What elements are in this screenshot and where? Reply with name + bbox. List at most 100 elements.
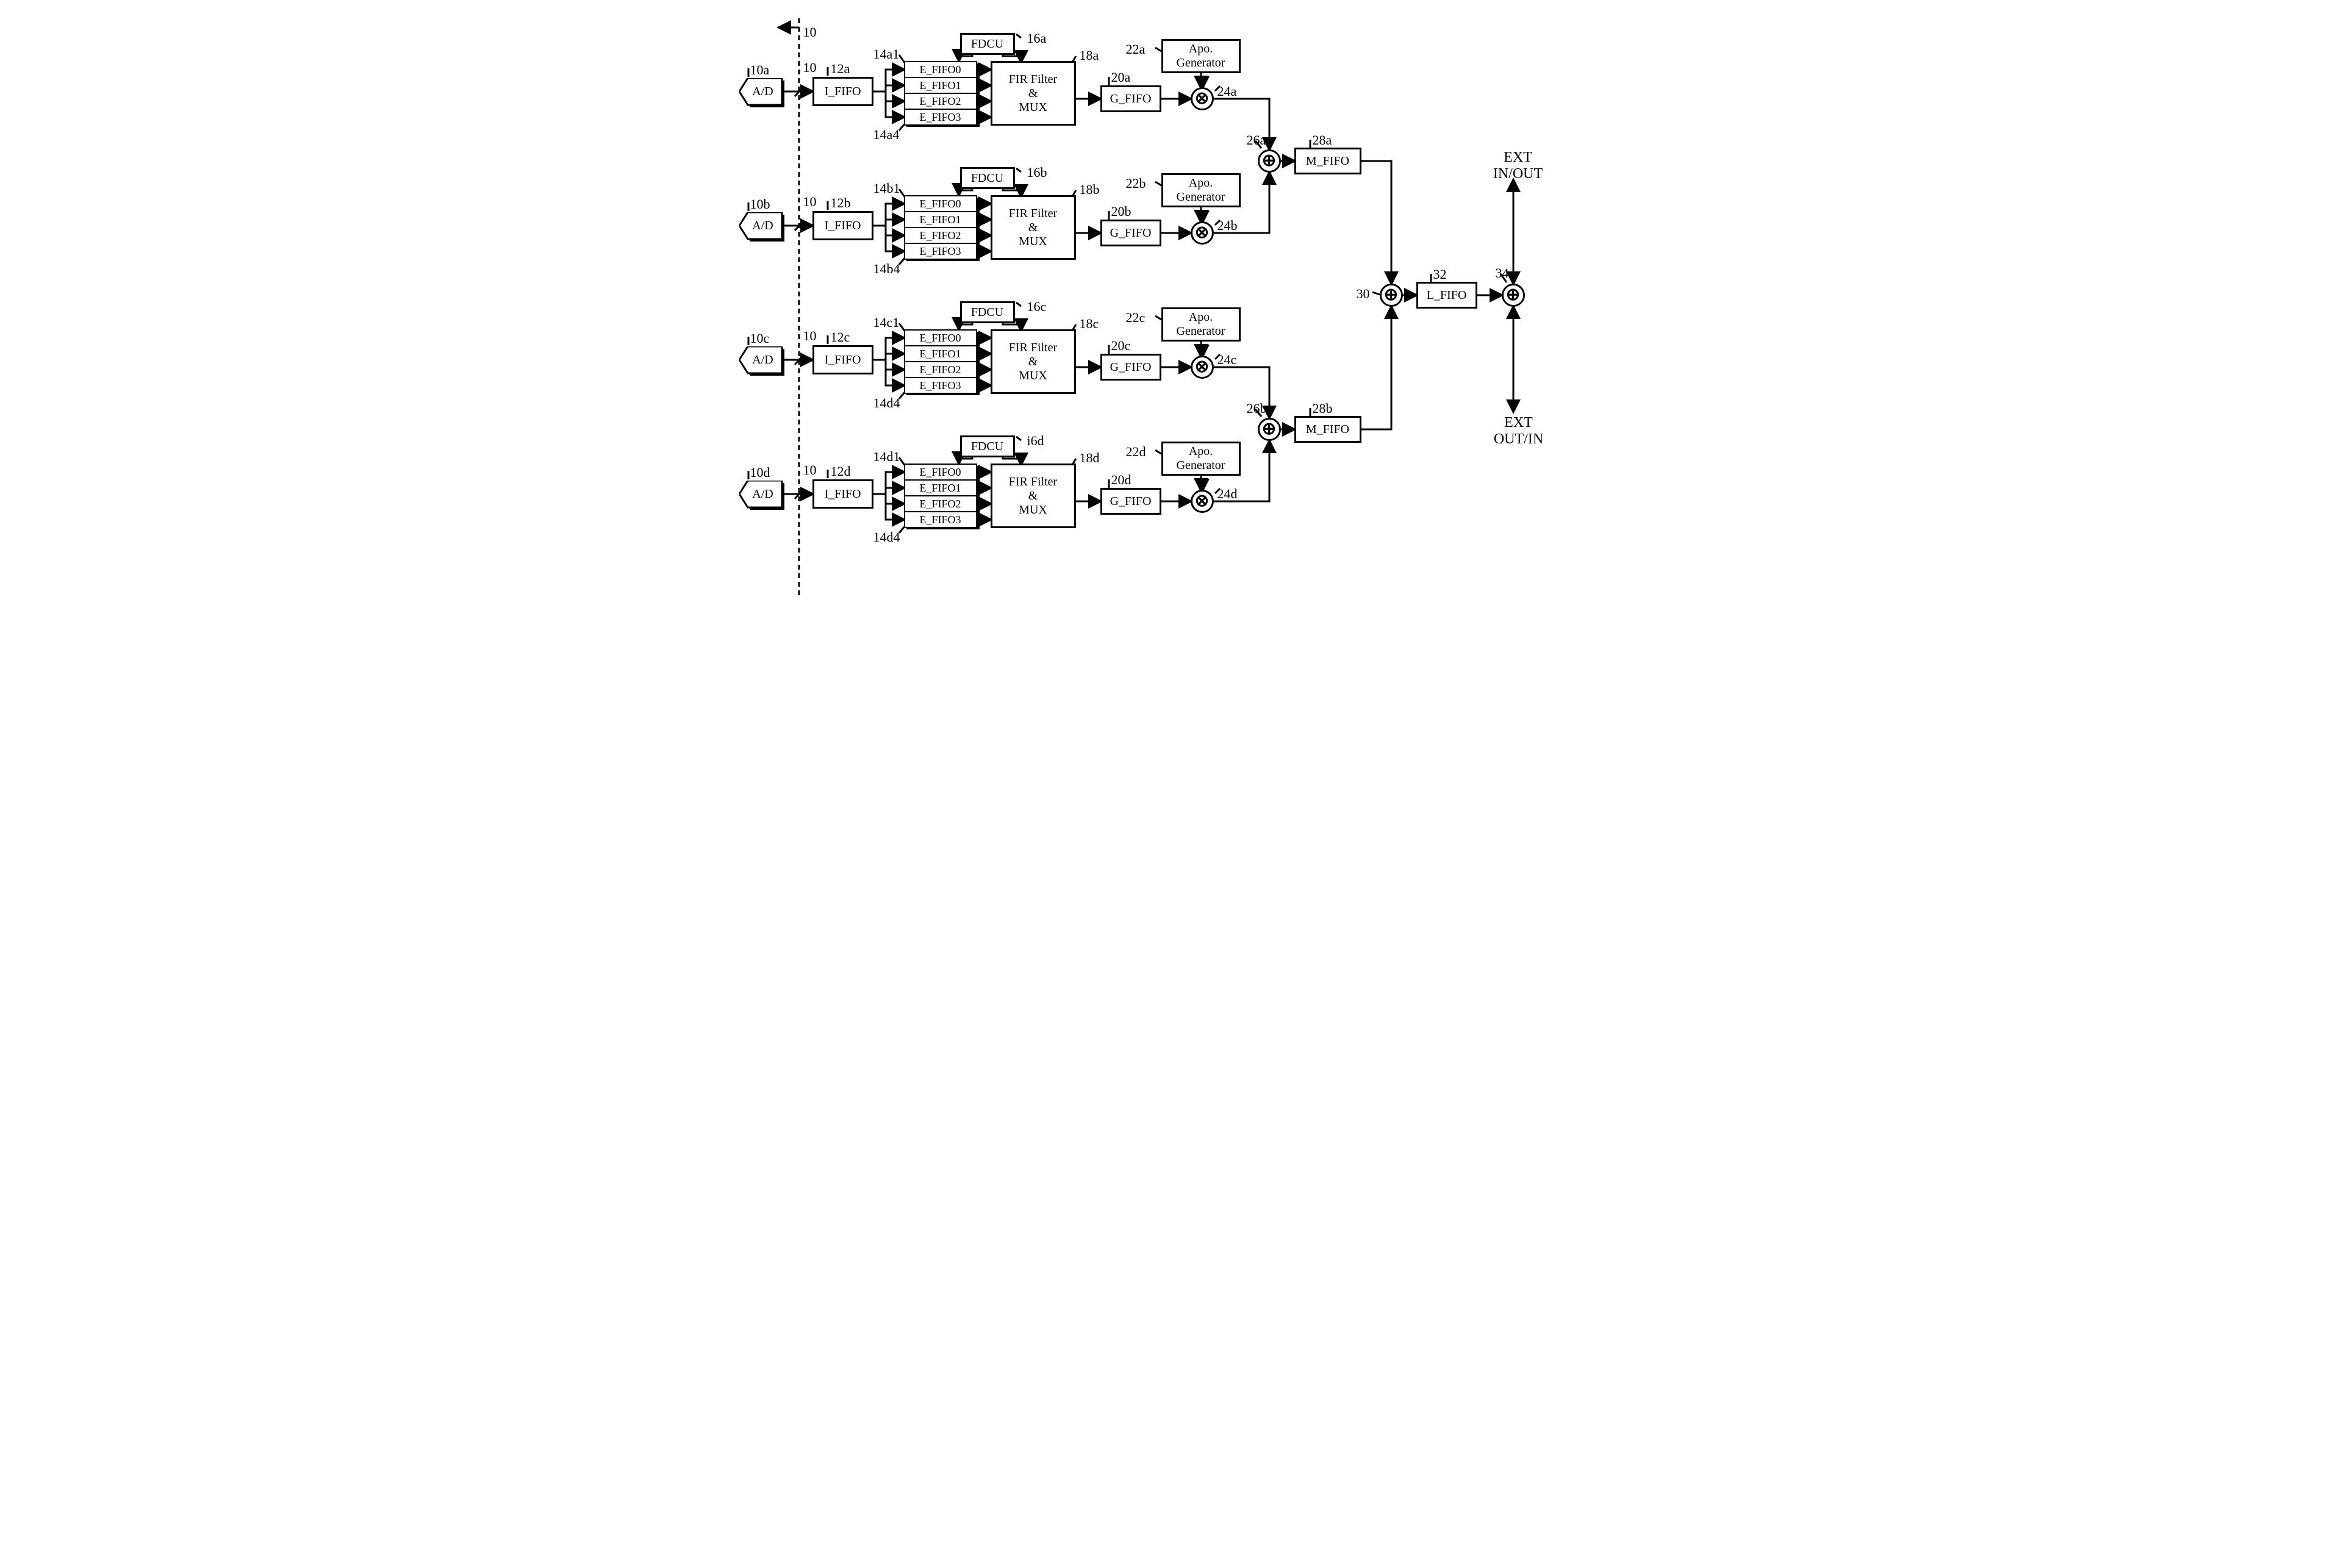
i-fifo: I_FIFO [812, 479, 873, 509]
fdcu: FDCU [960, 435, 1015, 457]
ref-label: 10 [803, 194, 817, 210]
i-fifo: I_FIFO [812, 345, 873, 374]
ref-label: 22c [1126, 310, 1146, 326]
multiplier: ⊗ [1191, 221, 1214, 245]
ref-label: 24c [1217, 352, 1237, 368]
ref-label: 32 [1433, 267, 1447, 282]
apo-gen: Apo. Generator [1161, 173, 1241, 207]
m-fifo: M_FIFO [1294, 148, 1361, 174]
ad-block: A/D [739, 78, 782, 105]
fdcu: FDCU [960, 301, 1015, 323]
ref-label: 14d4 [873, 395, 900, 411]
ref-label: 26a [1247, 132, 1266, 148]
ref-label: 14b4 [873, 261, 900, 277]
e-fifo-cell: E_FIFO3 [904, 377, 977, 394]
ref-label: 24d [1217, 486, 1238, 502]
ref-label: 28a [1313, 132, 1332, 148]
g-fifo: G_FIFO [1100, 220, 1161, 246]
ref-label: 22a [1126, 41, 1146, 57]
fir-mux: FIR Filter & MUX [991, 195, 1076, 260]
ref-label: 28b [1313, 401, 1333, 417]
e-fifo-cell: E_FIFO2 [904, 495, 977, 512]
g-fifo: G_FIFO [1100, 354, 1161, 381]
e-fifo-cell: E_FIFO2 [904, 361, 977, 378]
ref-label: 14c1 [873, 315, 900, 331]
ref-label: 22b [1126, 176, 1146, 192]
e-fifo-cell: E_FIFO3 [904, 109, 977, 126]
fir-mux: FIR Filter & MUX [991, 329, 1076, 394]
ref-label: 24b [1217, 218, 1238, 234]
e-fifo-cell: E_FIFO3 [904, 243, 977, 260]
sum-all: ⊕ [1380, 284, 1403, 307]
g-fifo: G_FIFO [1100, 488, 1161, 515]
ref-label: 18c [1080, 316, 1099, 332]
e-fifo-cell: E_FIFO0 [904, 329, 977, 346]
e-fifo-cell: E_FIFO1 [904, 345, 977, 362]
ref-label: 10 [803, 462, 817, 478]
ref-label: 10b [750, 196, 770, 212]
ref-label: 22d [1126, 444, 1146, 460]
apo-gen: Apo. Generator [1161, 442, 1241, 476]
e-fifo-cell: E_FIFO3 [904, 511, 977, 528]
ref-label: 24a [1217, 84, 1237, 99]
e-fifo-cell: E_FIFO0 [904, 464, 977, 481]
ref-label: 20d [1111, 472, 1131, 488]
ref-label: 18a [1080, 48, 1099, 63]
ref-label: 12b [831, 195, 851, 211]
ref-label: 16c [1027, 299, 1047, 315]
ref-label: 10c [750, 331, 770, 346]
fir-mux: FIR Filter & MUX [991, 464, 1076, 528]
apo-gen: Apo. Generator [1161, 39, 1241, 73]
ext-in-out: EXT IN/OUT [1491, 149, 1546, 182]
e-fifo-cell: E_FIFO0 [904, 61, 977, 78]
ad-block: A/D [739, 346, 782, 373]
ext-out-in: EXT OUT/IN [1488, 415, 1549, 448]
i-fifo: I_FIFO [812, 211, 873, 240]
ext-sum: ⊕ [1502, 284, 1525, 307]
ref-label: 16b [1027, 165, 1047, 181]
ref-label: 26b [1247, 401, 1267, 417]
ref-label: 12d [831, 464, 851, 479]
fdcu: FDCU [960, 33, 1015, 55]
ref-label: 10 [803, 60, 817, 76]
ref-label: 14a4 [873, 127, 900, 143]
fir-mux: FIR Filter & MUX [991, 61, 1076, 126]
e-fifo-cell: E_FIFO2 [904, 227, 977, 244]
pair-sum: ⊕ [1258, 149, 1281, 173]
ref-label: 14d4 [873, 529, 900, 545]
ad-block: A/D [739, 212, 782, 239]
m-fifo: M_FIFO [1294, 416, 1361, 443]
ref-label: 12c [831, 329, 850, 345]
ad-block: A/D [739, 481, 782, 507]
fdcu: FDCU [960, 167, 1015, 189]
g-fifo: G_FIFO [1100, 85, 1161, 112]
e-fifo-cell: E_FIFO1 [904, 77, 977, 94]
ref-label: 18b [1080, 182, 1100, 198]
ref-label: 14b1 [873, 181, 900, 196]
ref-label: 20a [1111, 70, 1131, 85]
ref-label: i6d [1027, 433, 1044, 449]
ref-label: 10 [803, 24, 817, 40]
multiplier: ⊗ [1191, 490, 1214, 513]
ref-label: 10 [803, 328, 817, 344]
ref-label: 14a1 [873, 46, 900, 62]
ref-label: 20c [1111, 338, 1131, 354]
e-fifo-cell: E_FIFO1 [904, 211, 977, 228]
e-fifo-cell: E_FIFO1 [904, 479, 977, 496]
i-fifo: I_FIFO [812, 77, 873, 106]
apo-gen: Apo. Generator [1161, 307, 1241, 342]
ref-label: 16a [1027, 30, 1047, 46]
e-fifo-cell: E_FIFO2 [904, 93, 977, 110]
ref-label: 30 [1357, 286, 1370, 302]
l-fifo: L_FIFO [1416, 282, 1477, 309]
ref-label: 14d1 [873, 449, 900, 465]
pair-sum: ⊕ [1258, 418, 1281, 441]
ref-label: 34 [1496, 265, 1509, 281]
multiplier: ⊗ [1191, 356, 1214, 379]
ref-label: 20b [1111, 204, 1131, 220]
ref-label: 18d [1080, 450, 1100, 466]
ref-label: 10a [750, 62, 770, 78]
ref-label: 12a [831, 61, 850, 77]
ref-label: 10d [750, 465, 770, 481]
e-fifo-cell: E_FIFO0 [904, 195, 977, 212]
